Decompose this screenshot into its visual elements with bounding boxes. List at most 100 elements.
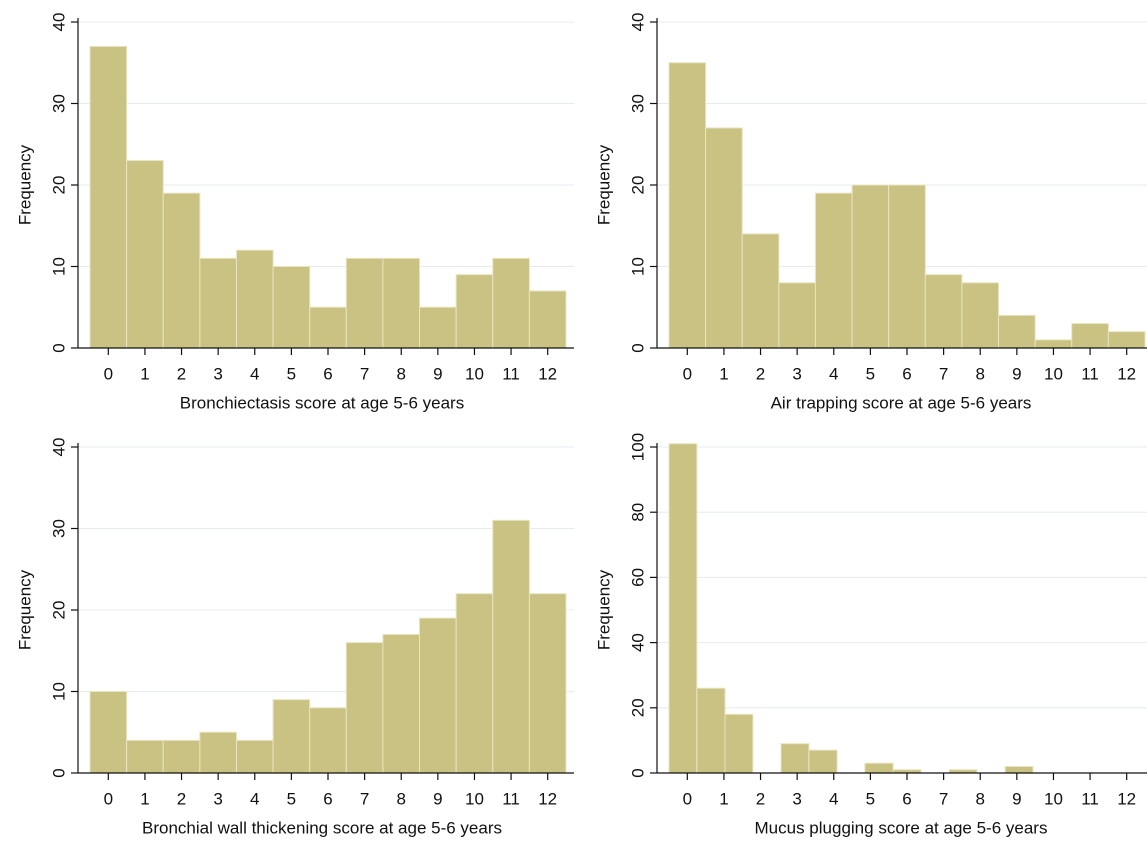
bar — [89, 45, 128, 349]
x-tick-label: 4 — [829, 364, 838, 383]
y-tick-label: 40 — [49, 13, 68, 32]
x-tick-label: 6 — [323, 364, 332, 383]
bar — [1071, 323, 1109, 349]
y-tick-label: 60 — [628, 568, 647, 587]
x-tick-label: 2 — [756, 789, 765, 808]
bar — [199, 257, 237, 349]
y-tick-label: 40 — [628, 13, 647, 32]
x-tick-label: 5 — [866, 364, 875, 383]
bar — [1034, 339, 1073, 349]
y-tick-label: 0 — [628, 768, 647, 777]
bar — [162, 739, 201, 774]
x-tick-label: 4 — [829, 789, 838, 808]
x-tick-label: 4 — [250, 789, 259, 808]
bar — [528, 290, 567, 349]
x-tick-label: 2 — [756, 364, 765, 383]
bar — [888, 184, 926, 349]
y-tick-label: 20 — [49, 601, 68, 620]
y-tick-label: 0 — [49, 768, 68, 777]
bar — [382, 633, 421, 774]
bar — [455, 274, 494, 349]
bar — [162, 192, 201, 349]
bar — [780, 743, 810, 774]
x-tick-label: 8 — [396, 364, 405, 383]
bar — [851, 184, 890, 349]
bar — [126, 739, 164, 774]
x-tick-label: 1 — [140, 789, 149, 808]
y-tick-label: 20 — [628, 176, 647, 195]
x-tick-label: 6 — [902, 789, 911, 808]
x-tick-label: 2 — [177, 364, 186, 383]
x-axis-label: Bronchiectasis score at age 5-6 years — [180, 393, 464, 412]
bar — [235, 739, 274, 774]
x-tick-label: 3 — [792, 364, 801, 383]
y-tick-label: 10 — [49, 257, 68, 276]
x-tick-label: 3 — [213, 789, 222, 808]
y-tick-label: 0 — [628, 343, 647, 352]
y-tick-label: 30 — [628, 94, 647, 113]
x-tick-label: 6 — [902, 364, 911, 383]
x-tick-label: 1 — [719, 789, 728, 808]
bar — [1004, 765, 1034, 774]
x-axis-label: Bronchial wall thickening score at age 5… — [142, 818, 502, 837]
x-tick-label: 8 — [975, 789, 984, 808]
y-axis-label: Frequency — [594, 144, 613, 225]
bar — [272, 266, 311, 349]
bar — [814, 192, 853, 349]
bar — [345, 257, 384, 349]
bar — [345, 642, 384, 774]
bar — [961, 282, 1000, 349]
x-tick-label: 12 — [1117, 789, 1136, 808]
y-tick-label: 100 — [628, 433, 647, 461]
x-tick-label: 8 — [396, 789, 405, 808]
x-tick-label: 9 — [1012, 789, 1021, 808]
x-tick-label: 0 — [683, 364, 692, 383]
bar — [924, 274, 963, 349]
bar — [89, 691, 128, 774]
y-tick-label: 20 — [49, 176, 68, 195]
x-tick-label: 2 — [177, 789, 186, 808]
bar — [492, 257, 530, 349]
x-tick-label: 9 — [433, 789, 442, 808]
bar — [309, 306, 347, 349]
x-tick-label: 0 — [104, 364, 113, 383]
bar — [998, 314, 1036, 349]
bar — [199, 731, 237, 774]
bar — [705, 127, 743, 349]
y-tick-label: 80 — [628, 503, 647, 522]
bar — [808, 749, 838, 774]
y-axis-label: Frequency — [15, 144, 34, 225]
x-tick-label: 7 — [360, 364, 369, 383]
x-tick-label: 3 — [792, 789, 801, 808]
bar — [382, 257, 421, 349]
x-tick-label: 12 — [538, 789, 557, 808]
bar — [741, 233, 780, 349]
y-tick-label: 20 — [628, 698, 647, 717]
x-tick-label: 1 — [719, 364, 728, 383]
bar — [419, 617, 457, 774]
y-tick-label: 0 — [49, 343, 68, 352]
x-tick-label: 7 — [939, 364, 948, 383]
x-tick-label: 11 — [502, 789, 520, 808]
x-axis-label: Air trapping score at age 5-6 years — [771, 393, 1032, 412]
y-tick-label: 30 — [49, 519, 68, 538]
x-tick-label: 11 — [1081, 789, 1099, 808]
x-tick-label: 12 — [1117, 364, 1136, 383]
bar — [309, 707, 347, 774]
x-tick-label: 5 — [866, 789, 875, 808]
x-tick-label: 5 — [287, 789, 296, 808]
y-tick-label: 10 — [628, 257, 647, 276]
y-tick-label: 10 — [49, 682, 68, 701]
bar — [455, 593, 494, 774]
x-tick-label: 1 — [140, 364, 149, 383]
x-tick-label: 0 — [104, 789, 113, 808]
x-axis-label: Mucus plugging score at age 5-6 years — [755, 818, 1048, 837]
x-tick-label: 6 — [323, 789, 332, 808]
bar — [864, 762, 894, 774]
bar — [778, 282, 816, 349]
bar — [668, 62, 707, 349]
